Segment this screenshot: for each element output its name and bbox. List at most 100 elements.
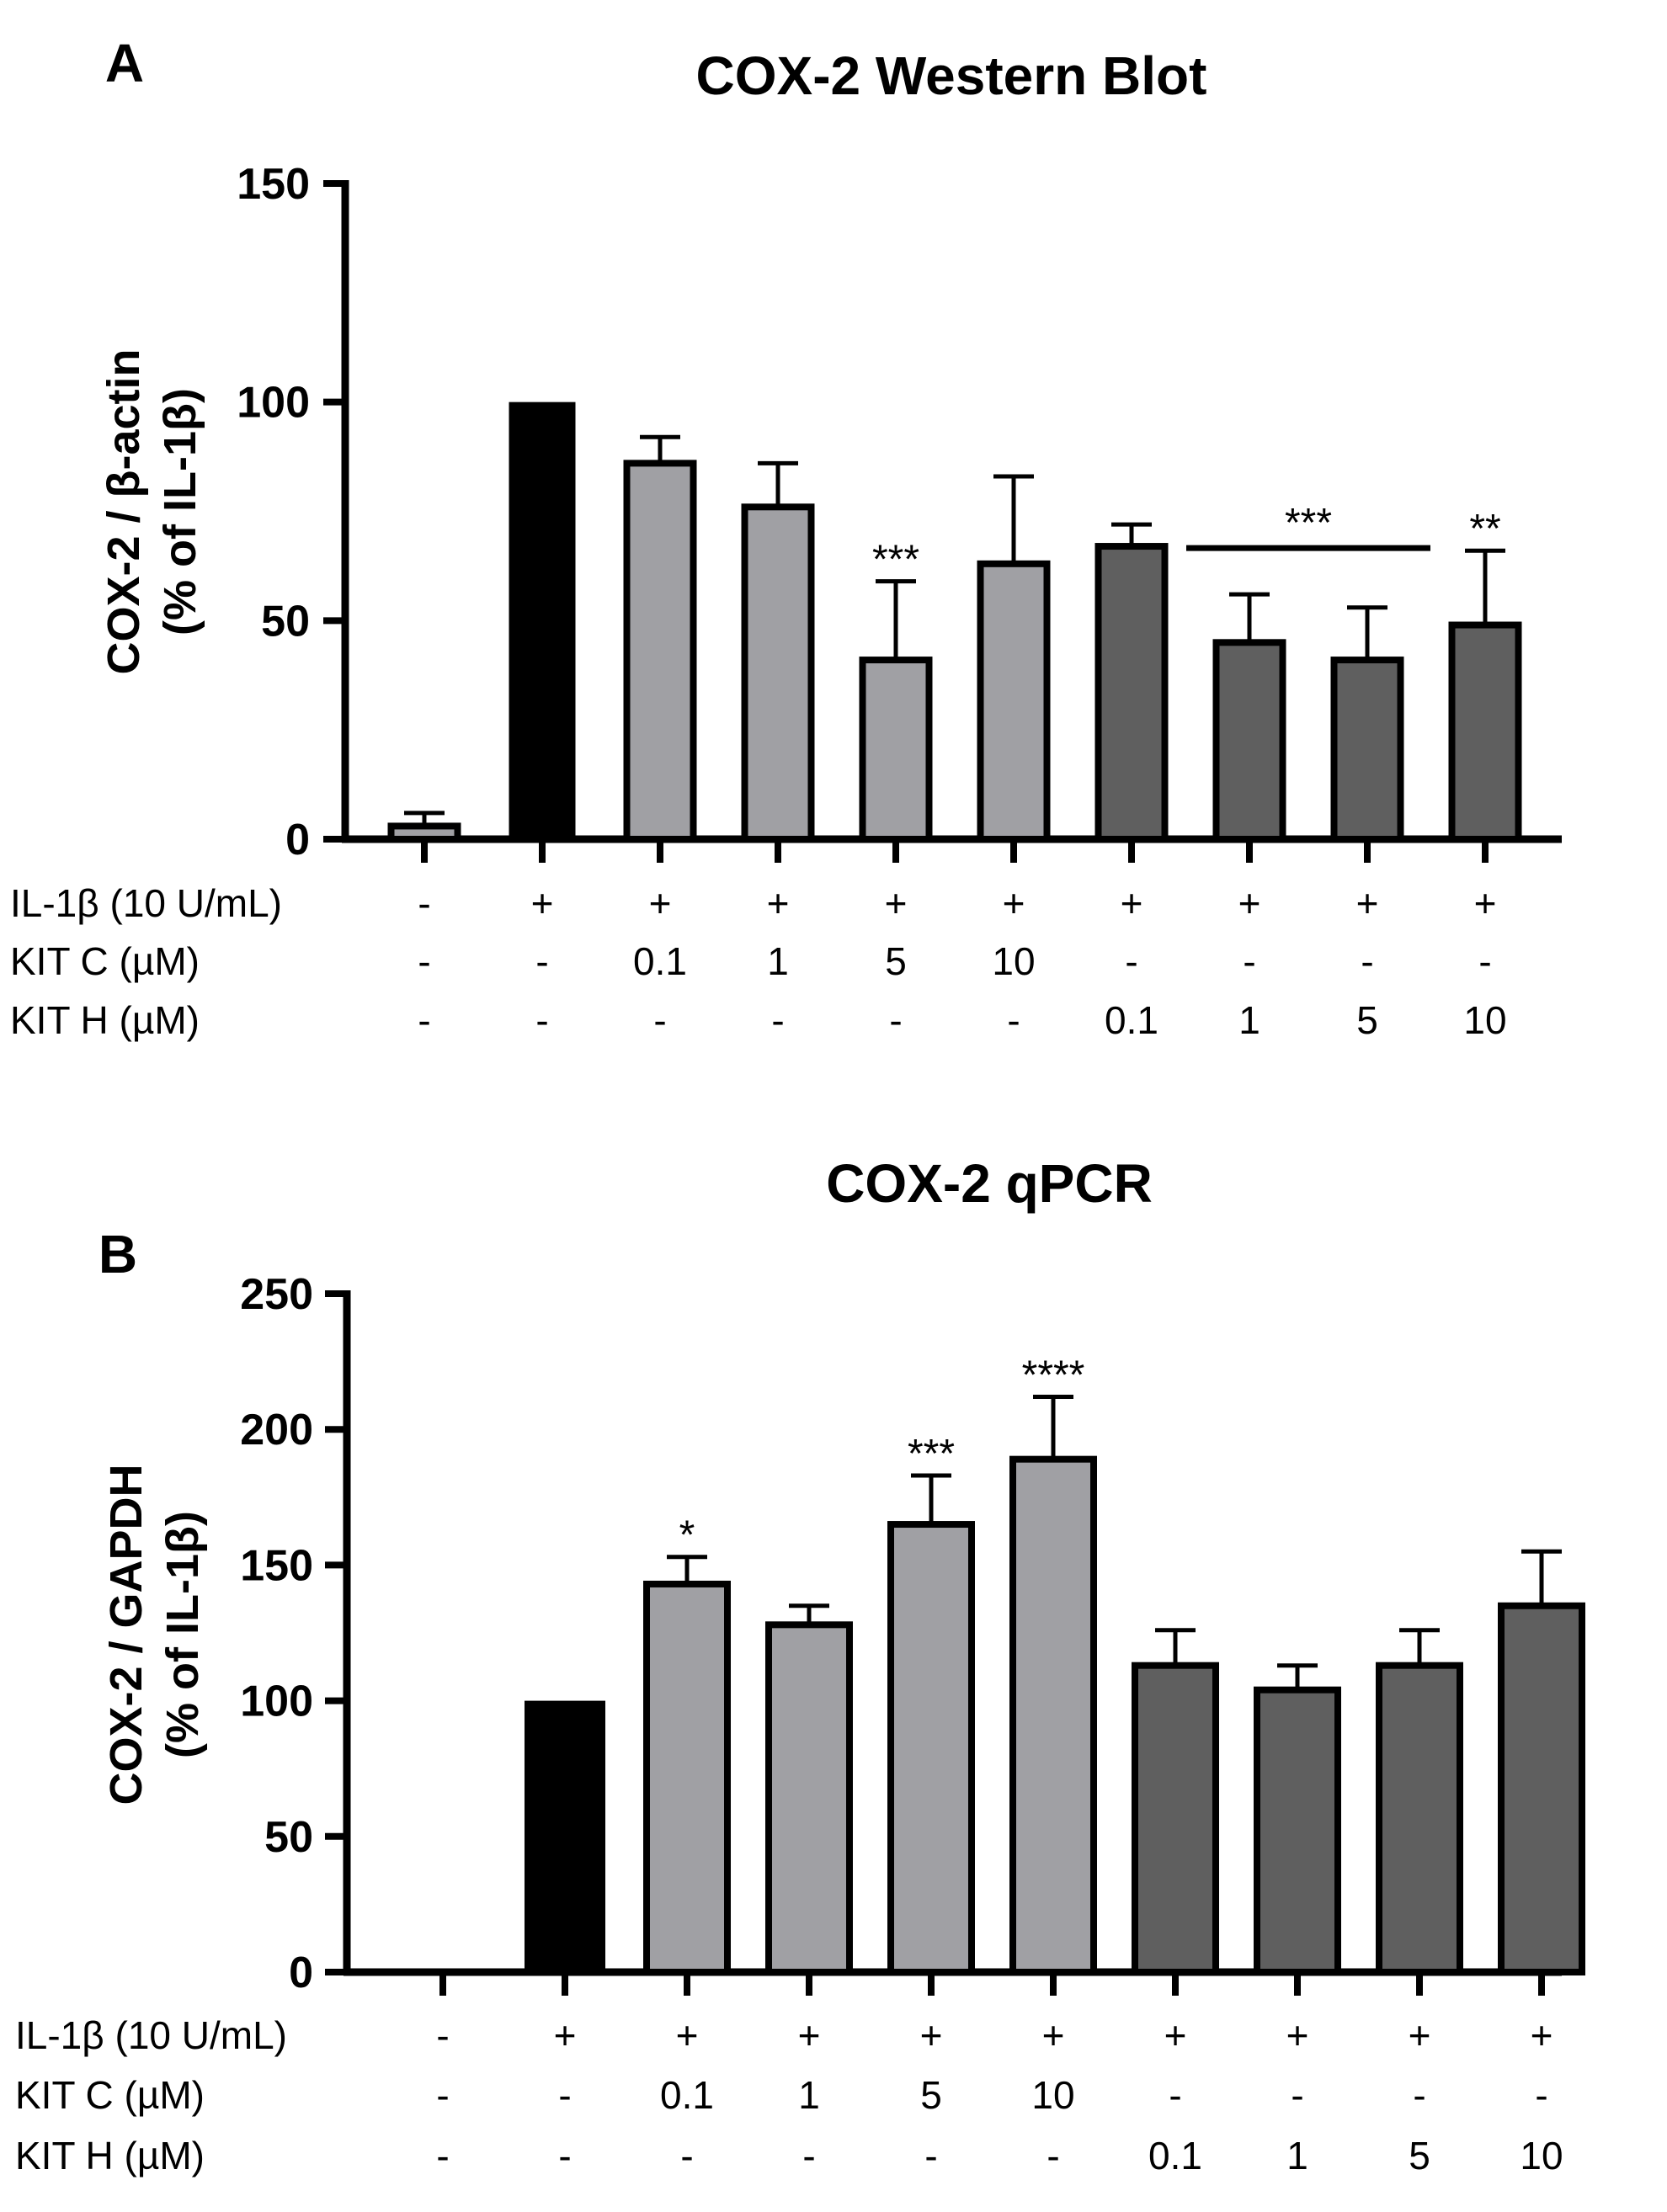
condition-cell: - [1535, 2073, 1547, 2117]
bar [1094, 543, 1169, 843]
significance-label: *** [872, 538, 919, 582]
y-tick-label: 50 [264, 1813, 313, 1862]
condition-cell: 10 [1520, 2134, 1563, 2177]
condition-row-label: KIT C (µM) [10, 939, 200, 983]
condition-cell: + [676, 2013, 699, 2057]
condition-cell: + [531, 881, 554, 925]
condition-cell: + [1409, 2013, 1431, 2057]
panel-label: B [99, 1224, 137, 1284]
condition-cell: 1 [767, 939, 789, 983]
condition-cell: - [1125, 939, 1137, 983]
condition-cell: 0.1 [1148, 2134, 1202, 2177]
bar [765, 1621, 853, 1975]
condition-cell: 1 [798, 2073, 820, 2117]
condition-cell: - [924, 2134, 937, 2177]
y-tick-label: 0 [289, 1949, 313, 1997]
bar [1448, 621, 1522, 843]
condition-row-label: IL-1β (10 U/mL) [10, 881, 282, 925]
condition-cell: + [1003, 881, 1025, 925]
y-tick-label: 100 [240, 1678, 313, 1726]
y-axis-label: COX-2 / β-actin [99, 348, 149, 674]
condition-cell: 10 [1031, 2073, 1074, 2117]
condition-cell: + [1356, 881, 1379, 925]
y-axis-label-units: (% of IL-1β) [157, 1511, 208, 1758]
condition-cell: 10 [1463, 998, 1506, 1042]
condition-cell: + [1042, 2013, 1065, 2057]
condition-cell: - [802, 2134, 815, 2177]
condition-cell: 5 [1356, 998, 1378, 1042]
condition-row-label: KIT H (µM) [15, 2134, 205, 2177]
condition-cell: 5 [885, 939, 907, 983]
y-tick-label: 200 [240, 1406, 313, 1454]
bar [1009, 1455, 1097, 1975]
condition-cell: + [1474, 881, 1497, 925]
condition-cell: + [1238, 881, 1261, 925]
condition-cell: 0.1 [660, 2073, 714, 2117]
significance-label: ** [1469, 507, 1500, 551]
bar [1330, 657, 1404, 843]
condition-cell: + [554, 2013, 577, 2057]
y-axis-label: COX-2 / GAPDH [101, 1464, 152, 1805]
condition-cell: - [771, 998, 784, 1042]
bar [741, 503, 815, 843]
y-tick-label: 50 [261, 597, 310, 646]
condition-cell: + [1286, 2013, 1309, 2057]
bar [1132, 1662, 1219, 1975]
condition-cell: + [649, 881, 672, 925]
condition-cell: - [1291, 2073, 1303, 2117]
condition-cell: - [558, 2134, 571, 2177]
condition-cell: - [418, 881, 430, 925]
condition-cell: - [418, 998, 430, 1042]
bar [977, 560, 1051, 843]
y-tick-label: 250 [240, 1270, 313, 1319]
condition-cell: - [535, 998, 548, 1042]
significance-label: * [679, 1513, 695, 1558]
significance-label: **** [1022, 1353, 1085, 1398]
bar [1376, 1662, 1463, 1975]
condition-cell: - [535, 939, 548, 983]
condition-cell: - [1047, 2134, 1059, 2177]
condition-cell: - [1413, 2073, 1425, 2117]
condition-cell: + [798, 2013, 821, 2057]
condition-cell: 1 [1286, 2134, 1308, 2177]
y-tick-label: 100 [237, 379, 310, 428]
y-tick-label: 150 [240, 1541, 313, 1590]
bar [1254, 1686, 1341, 1975]
condition-cell: 5 [1409, 2134, 1430, 2177]
condition-cell: 5 [920, 2073, 942, 2117]
bar [525, 1700, 605, 1972]
bar [623, 460, 697, 843]
significance-label: *** [908, 1432, 955, 1476]
condition-cell: - [1007, 998, 1020, 1042]
condition-cell: - [436, 2073, 449, 2117]
condition-cell: - [436, 2013, 449, 2057]
bar [859, 657, 933, 843]
condition-cell: - [1361, 939, 1373, 983]
bar [643, 1580, 731, 1976]
chart-title: COX-2 Western Blot [696, 45, 1207, 106]
bar [387, 822, 461, 843]
bar [1498, 1602, 1585, 1975]
condition-cell: - [1243, 939, 1255, 983]
condition-cell: + [1531, 2013, 1553, 2057]
condition-cell: 1 [1238, 998, 1260, 1042]
condition-cell: + [920, 2013, 943, 2057]
condition-cell: 10 [992, 939, 1035, 983]
y-tick-label: 0 [285, 816, 310, 864]
condition-cell: - [436, 2134, 449, 2177]
significance-label: *** [1285, 501, 1332, 545]
condition-row-label: IL-1β (10 U/mL) [15, 2013, 287, 2057]
condition-cell: - [558, 2073, 571, 2117]
panel-label: A [105, 33, 144, 93]
condition-cell: 0.1 [1105, 998, 1158, 1042]
condition-row-label: KIT H (µM) [10, 998, 200, 1042]
condition-cell: - [418, 939, 430, 983]
condition-cell: - [1169, 2073, 1181, 2117]
condition-cell: 0.1 [633, 939, 687, 983]
condition-cell: + [1121, 881, 1143, 925]
condition-cell: - [653, 998, 666, 1042]
condition-cell: + [767, 881, 790, 925]
condition-cell: - [1478, 939, 1491, 983]
y-tick-label: 150 [237, 160, 310, 209]
